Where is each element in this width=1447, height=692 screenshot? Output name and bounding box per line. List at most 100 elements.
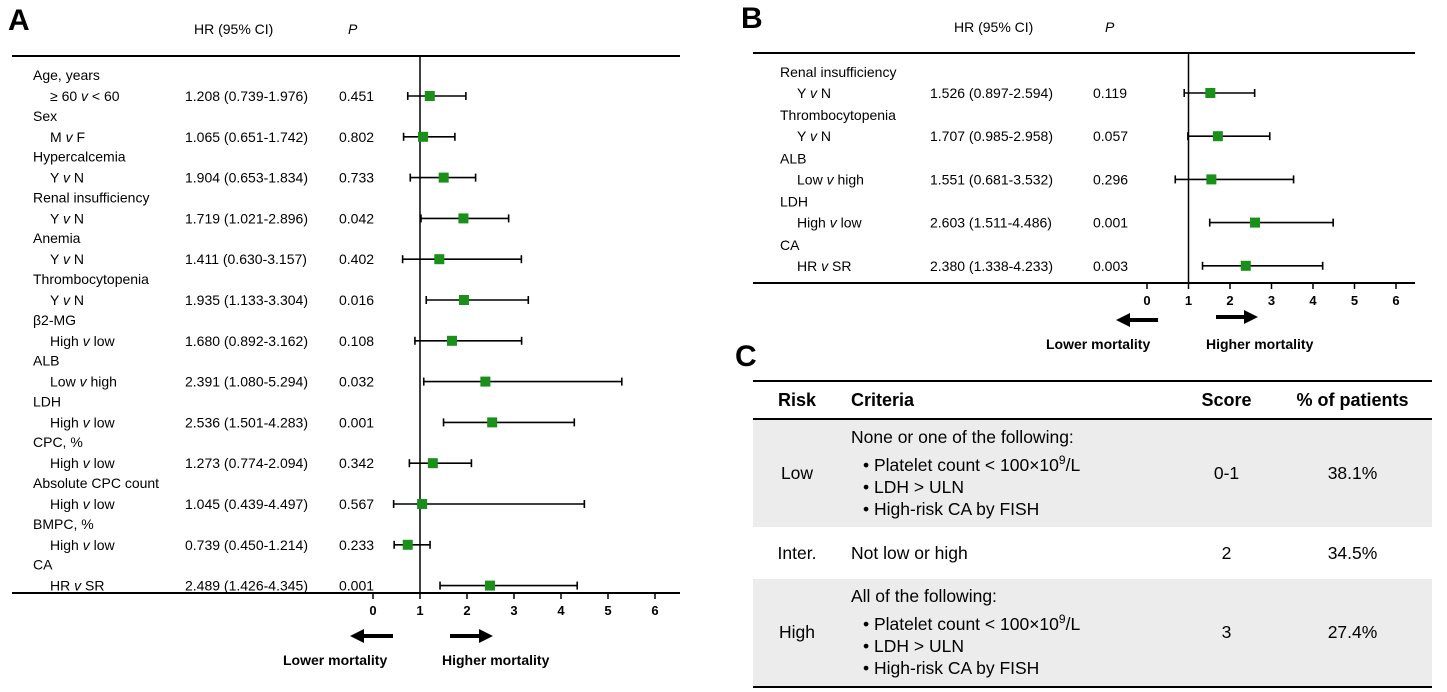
comparison-part: high [87, 374, 117, 390]
score-cell: 3 [1180, 579, 1273, 688]
comparison-part: ≥ 60 [50, 88, 81, 104]
table-header-row: Risk Criteria Score % of patients [753, 380, 1432, 420]
panel-b-row-hr: 1.551 (0.681-3.532) [930, 171, 1053, 187]
panel-a-higher-mortality-label: Higher mortality [442, 652, 550, 668]
panel-a-hr-point [438, 172, 449, 183]
panel-a-row-hr: 1.904 (0.653-1.834) [185, 170, 308, 186]
panel-a-row-hr: 1.935 (1.133-3.304) [185, 292, 308, 308]
comparison-part: SR [81, 578, 104, 594]
panel-a-x-tick-label: 6 [651, 603, 658, 618]
panel-c-letter: C [735, 340, 757, 373]
comparison-part: v [81, 88, 89, 104]
panel-a-hr-point [434, 254, 445, 265]
panel-a-row-hr: 1.065 (0.651-1.742) [185, 129, 308, 145]
panel-a-row-p: 0.001 [339, 414, 374, 430]
comparison-part: v [810, 128, 818, 144]
panel-b-row-group-label: ALB [780, 150, 806, 166]
panel-b-row-group-label: LDH [780, 194, 808, 210]
comparison-part: v [830, 215, 838, 231]
criteria-bullet: • Platelet count < 100×109/L [851, 449, 1180, 476]
panel-a-hr-point [487, 417, 498, 428]
panel-b-row-p: 0.001 [1093, 215, 1128, 231]
comparison-part: v [66, 129, 74, 145]
comparison-part: HR [50, 578, 74, 594]
panel-a-row-p: 0.032 [339, 374, 374, 390]
panel-a-row-hr: 1.045 (0.439-4.497) [185, 496, 308, 512]
comparison-part: Y [50, 251, 63, 267]
panel-a-row-comparison: High v low [50, 455, 115, 471]
panel-a-row-hr: 0.739 (0.450-1.214) [185, 537, 308, 553]
table-row-spacer [753, 527, 1432, 531]
panel-a-row-hr: 2.391 (1.080-5.294) [185, 374, 308, 390]
comparison-part: low [90, 496, 116, 512]
comparison-part: Y [50, 170, 63, 186]
panel-a-row-p: 0.802 [339, 129, 374, 145]
comparison-part: v [83, 496, 91, 512]
panel-b-higher-mortality-label: Higher mortality [1206, 336, 1314, 352]
panel-a-row-hr: 1.680 (0.892-3.162) [185, 333, 308, 349]
table-row: High All of the following: • Platelet coun… [753, 579, 1432, 688]
comparison-part: v [63, 251, 71, 267]
panel-a-row-p: 0.233 [339, 537, 374, 553]
panel-b-x-tick-label: 6 [1392, 293, 1399, 308]
column-header-criteria: Criteria [841, 380, 1180, 420]
panel-a-x-tick-label: 2 [463, 603, 470, 618]
panel-a-row-hr: 2.536 (1.501-4.283) [185, 414, 308, 430]
panel-a-letter: A [8, 4, 30, 37]
panel-a-right-arrow-icon [450, 629, 493, 643]
comparison-part: High [50, 537, 83, 553]
criteria-intro: All of the following: [851, 586, 997, 607]
table-row-spacer-cell [753, 527, 1432, 531]
table-row: Inter. Not low or high 2 34.5% [753, 531, 1432, 575]
score-cell: 0-1 [1180, 419, 1273, 527]
panel-a-row-p: 0.567 [339, 496, 374, 512]
panel-b-x-tick-label: 0 [1143, 293, 1150, 308]
comparison-part: low [90, 333, 116, 349]
comparison-part: v [74, 578, 82, 594]
comparison-part: High [50, 414, 83, 430]
panel-a-row-group-label: Thrombocytopenia [33, 271, 149, 287]
comparison-part: v [63, 170, 71, 186]
panel-b-hr-point [1240, 260, 1251, 271]
comparison-part: M [50, 129, 66, 145]
panel-b-hr-point [1206, 174, 1217, 185]
comparison-part: N [70, 292, 84, 308]
panel-a-row-p: 0.451 [339, 88, 374, 104]
panel-a-row-comparison: High v low [50, 414, 115, 430]
panel-a-header-p: P [348, 21, 358, 37]
score-cell: 2 [1221, 542, 1232, 563]
panel-a-row-hr: 1.273 (0.774-2.094) [185, 455, 308, 471]
bullet-icon: • [863, 613, 874, 634]
comparison-part: v [83, 414, 91, 430]
panel-a-row-group-label: Anemia [33, 230, 81, 246]
comparison-part: SR [828, 258, 851, 274]
panel-a-row-group-label: LDH [33, 393, 61, 409]
panel-a-row-group-label: Age, years [33, 67, 100, 83]
power-base: 10 [1039, 454, 1059, 475]
power-base: 10 [1039, 613, 1059, 634]
panel-a-hr-point [417, 499, 428, 509]
panel-a-row-hr: 1.411 (0.630-3.157) [185, 251, 307, 267]
panel-a-x-tick-label: 0 [369, 603, 376, 618]
comparison-part: Y [50, 210, 63, 226]
panel-a-row-group-label: BMPC, % [33, 516, 94, 532]
comparison-part: v [810, 85, 818, 101]
panel-b-row-comparison: HR v SR [797, 258, 851, 274]
percent-cell: 27.4% [1273, 579, 1432, 688]
comparison-part: High [50, 455, 83, 471]
criteria-intro: Not low or high [851, 542, 968, 563]
panel-b-row-group-label: Thrombocytopenia [780, 107, 896, 123]
panel-a-hr-point [458, 295, 469, 305]
panel-b-row-p: 0.003 [1093, 258, 1128, 274]
panel-b-right-arrow-icon [1216, 310, 1258, 324]
comparison-part: low [90, 455, 116, 471]
panel-a-row-hr: 1.719 (1.021-2.896) [185, 210, 308, 226]
panel-a-x-tick-label: 4 [557, 603, 565, 618]
comparison-part: low [90, 414, 116, 430]
panel-a-hr-point [427, 458, 438, 469]
table-row-spacer-cell [753, 575, 1432, 579]
panel-b-row-p: 0.057 [1093, 128, 1128, 144]
table-row-spacer [753, 575, 1432, 579]
panel-b-x-tick-label: 2 [1226, 293, 1233, 308]
comparison-part: v [821, 258, 829, 274]
